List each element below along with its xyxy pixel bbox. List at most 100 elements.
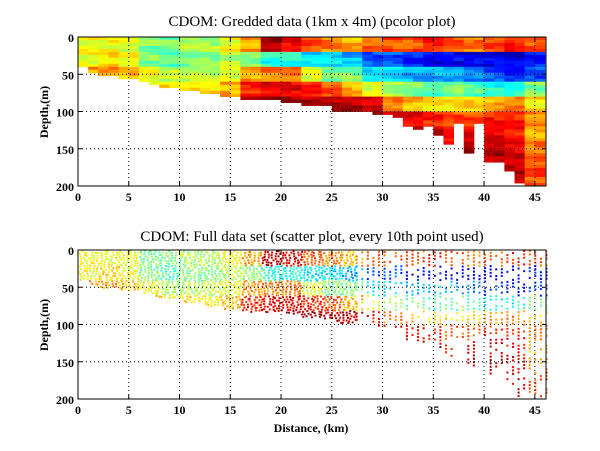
pcolor-cell xyxy=(392,63,404,68)
scatter-point xyxy=(321,290,324,293)
scatter-point xyxy=(523,296,526,299)
scatter-point xyxy=(361,278,364,281)
scatter-point xyxy=(394,251,397,254)
scatter-point xyxy=(254,306,257,309)
scatter-point xyxy=(175,262,178,265)
pcolor-cell xyxy=(463,108,475,112)
scatter-point xyxy=(495,295,498,298)
pcolor-cell xyxy=(524,114,536,118)
pcolor-cell xyxy=(514,60,526,65)
pcolor-cell xyxy=(514,63,526,68)
pcolor-cell xyxy=(473,63,485,68)
scatter-point xyxy=(231,289,234,292)
pcolor-cell xyxy=(504,159,515,163)
pcolor-cell xyxy=(504,114,515,118)
pcolor-cell xyxy=(524,99,536,103)
pcolor-cell xyxy=(534,159,546,163)
scatter-point xyxy=(101,259,104,262)
pcolor-cell xyxy=(413,84,424,89)
pcolor-cell xyxy=(149,37,160,41)
scatter-point xyxy=(528,307,531,310)
scatter-point xyxy=(346,264,349,267)
scatter-point xyxy=(313,291,316,294)
pcolor-cell xyxy=(534,66,546,71)
pcolor-cell xyxy=(301,45,312,50)
scatter-point xyxy=(192,256,195,259)
scatter-point xyxy=(269,298,272,301)
scatter-point xyxy=(247,277,250,280)
pcolor-cell xyxy=(453,37,465,41)
scatter-point xyxy=(456,282,459,285)
scatter-point xyxy=(355,275,358,278)
pcolor-cell xyxy=(179,87,191,92)
scatter-point xyxy=(277,250,280,253)
scatter-point xyxy=(90,275,93,278)
scatter-point xyxy=(439,255,442,258)
scatter-point xyxy=(302,292,305,295)
pcolor-cell xyxy=(484,138,495,142)
scatter-point xyxy=(484,330,487,333)
pcolor-cell xyxy=(98,39,109,44)
pcolor-cell xyxy=(230,66,241,71)
scatter-point xyxy=(191,290,194,293)
pcolor-cell xyxy=(240,37,251,41)
scatter-point xyxy=(139,263,142,266)
scatter-point xyxy=(325,293,328,296)
scatter-point xyxy=(224,281,227,284)
scatter-point xyxy=(200,261,203,264)
pcolor-cell xyxy=(341,63,353,68)
pcolor-cell xyxy=(423,45,434,50)
scatter-point xyxy=(450,354,453,357)
scatter-point xyxy=(377,264,380,267)
pcolor-cell xyxy=(98,48,109,53)
scatter-point xyxy=(383,291,386,294)
scatter-point xyxy=(348,304,351,307)
pcolor-cell xyxy=(321,90,333,95)
pcolor-cell xyxy=(402,42,414,47)
pcolor-cell xyxy=(372,72,383,77)
pcolor-cell xyxy=(463,114,475,118)
scatter-point xyxy=(298,289,301,292)
scatter-point xyxy=(146,259,149,262)
pcolor-cell xyxy=(524,78,536,83)
scatter-point xyxy=(311,287,314,290)
scatter-point xyxy=(99,285,102,288)
scatter-point xyxy=(285,277,288,280)
scatter-point xyxy=(239,261,242,264)
scatter-point xyxy=(86,267,89,270)
scatter-point xyxy=(467,361,470,364)
pcolor-cell xyxy=(250,87,262,92)
scatter-point xyxy=(314,267,317,270)
scatter-point xyxy=(157,277,160,280)
y-tick-label: 100 xyxy=(56,106,74,120)
scatter-point xyxy=(279,252,282,255)
pcolor-cell xyxy=(291,51,302,56)
scatter-point xyxy=(282,251,285,254)
scatter-point xyxy=(450,277,453,280)
scatter-point xyxy=(165,280,168,283)
pcolor-cell xyxy=(352,45,363,50)
scatter-point xyxy=(275,252,278,255)
scatter-point xyxy=(119,258,122,261)
pcolor-cell xyxy=(331,84,343,89)
scatter-point xyxy=(239,251,242,254)
pcolor-cell xyxy=(514,168,526,172)
scatter-point xyxy=(150,271,153,274)
scatter-point xyxy=(339,288,342,291)
pcolor-cell xyxy=(463,102,475,106)
scatter-point xyxy=(253,252,256,255)
scatter-point xyxy=(142,263,145,266)
pcolor-cell xyxy=(250,39,262,44)
scatter-point xyxy=(265,310,268,313)
scatter-point xyxy=(247,285,250,288)
scatter-point xyxy=(299,279,302,282)
scatter-point xyxy=(361,251,364,254)
scatter-point xyxy=(95,280,98,283)
scatter-point xyxy=(500,258,503,261)
scatter-point xyxy=(115,267,118,270)
pcolor-cell xyxy=(443,72,455,77)
pcolor-cell xyxy=(138,60,150,65)
scatter-point xyxy=(194,279,197,282)
scatter-point xyxy=(461,319,464,322)
scatter-point xyxy=(303,253,306,256)
